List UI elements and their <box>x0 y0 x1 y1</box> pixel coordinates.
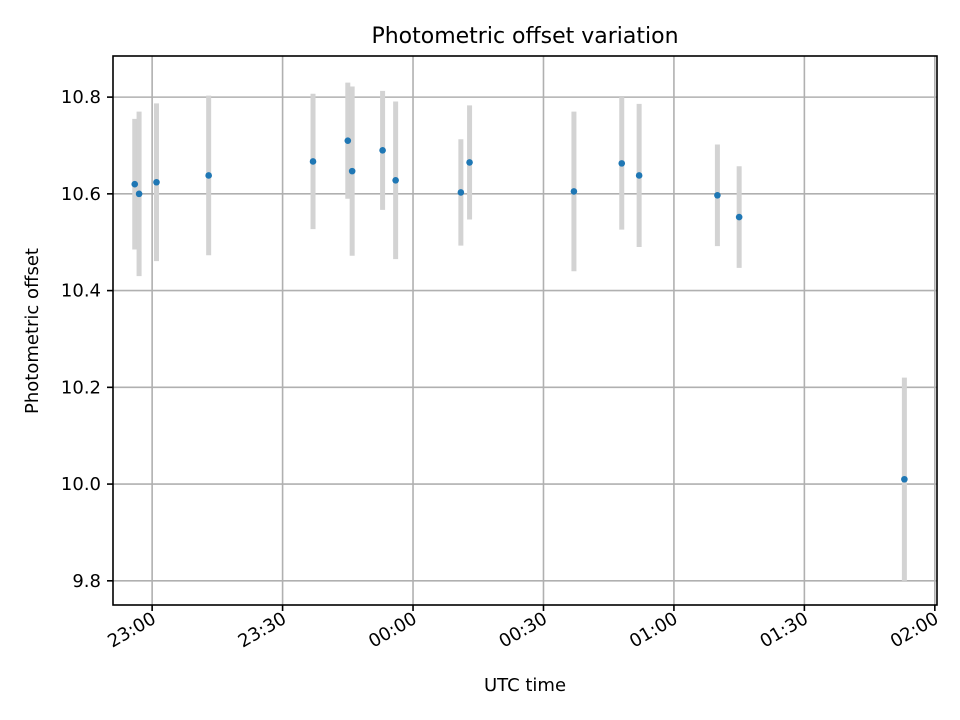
y-axis-label: Photometric offset <box>22 248 43 414</box>
data-point <box>570 188 578 195</box>
data-point <box>348 167 356 175</box>
y-tick-label: 10.2 <box>61 377 101 398</box>
plot-frame <box>112 55 938 606</box>
data-point <box>153 178 160 186</box>
y-tick-label: 10.8 <box>61 87 101 108</box>
y-tick-label: 9.8 <box>72 571 101 592</box>
data-point <box>392 177 399 184</box>
y-tick-label: 10.4 <box>61 281 101 302</box>
data-point <box>457 189 465 196</box>
data-point <box>135 190 143 198</box>
point-layer <box>131 137 908 483</box>
data-point <box>901 475 908 483</box>
data-point <box>466 159 473 166</box>
chart-title: Photometric offset variation <box>371 24 678 49</box>
data-point <box>735 213 743 221</box>
data-point <box>379 147 386 154</box>
data-point <box>309 158 317 165</box>
data-point <box>344 137 352 144</box>
data-point <box>635 172 643 179</box>
data-point <box>131 180 139 188</box>
y-tick-label: 10.6 <box>61 184 101 205</box>
data-point <box>714 192 721 199</box>
y-tick-label: 10.0 <box>61 474 101 495</box>
data-point <box>205 172 212 179</box>
grid-layer <box>113 56 937 605</box>
data-point <box>618 160 626 167</box>
x-axis-label: UTC time <box>484 675 566 696</box>
